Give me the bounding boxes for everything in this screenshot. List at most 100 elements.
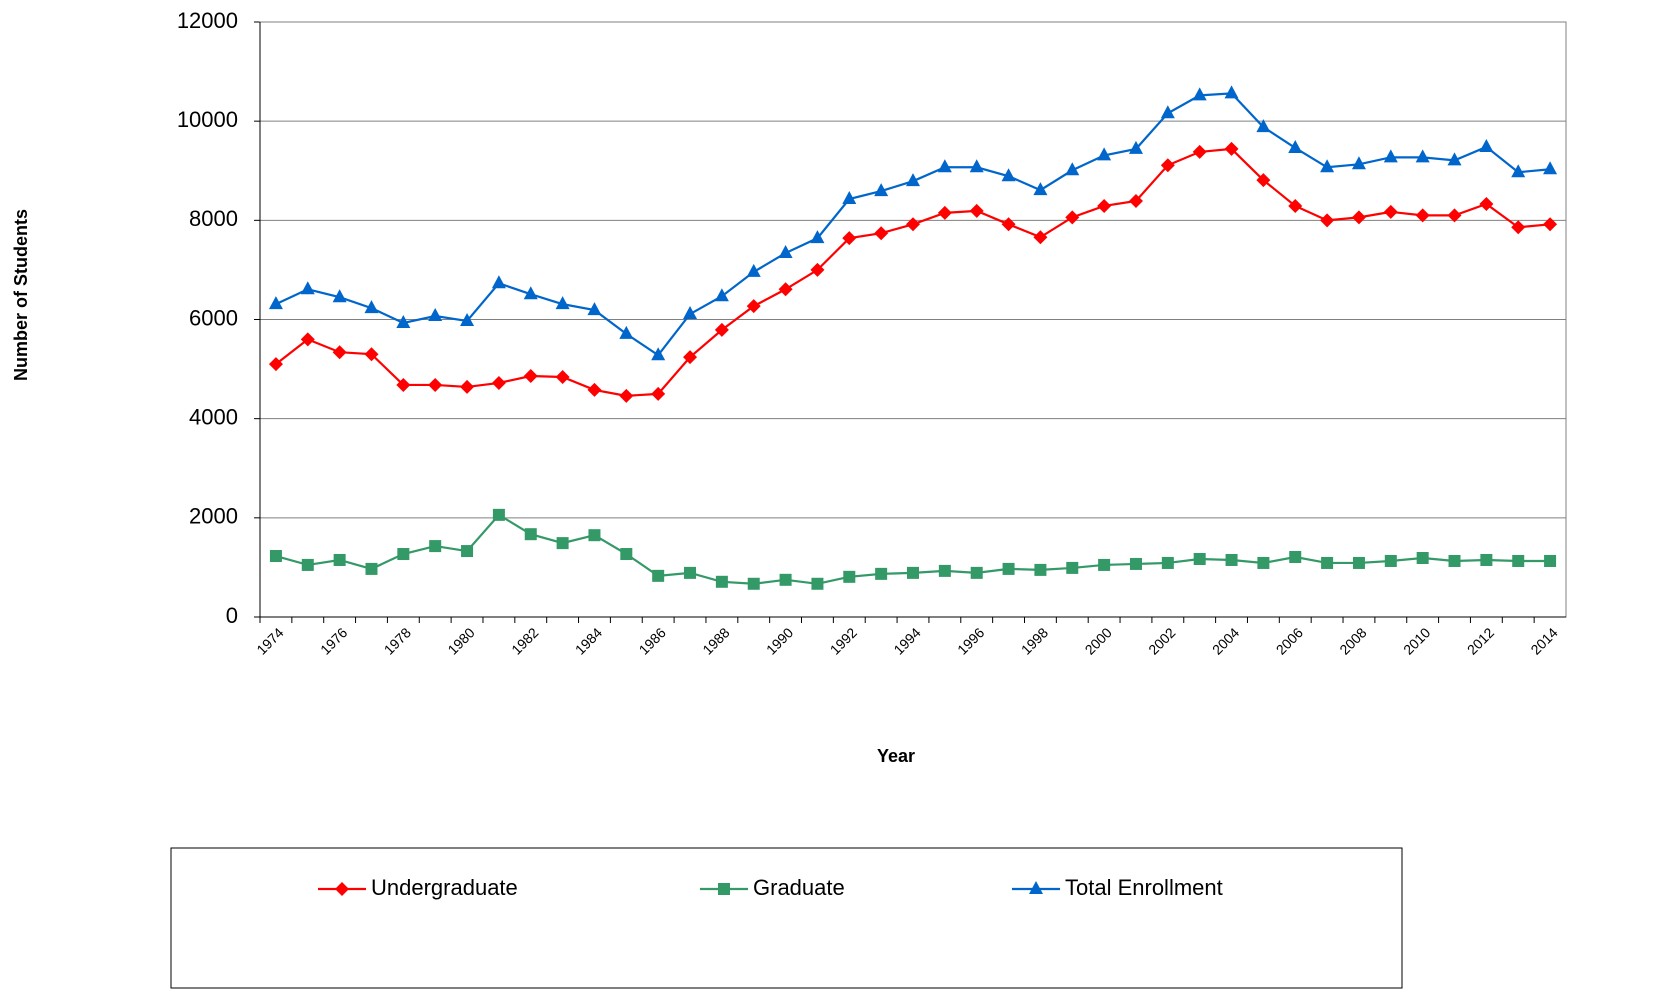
data-point — [332, 289, 347, 303]
data-point — [1415, 149, 1430, 163]
data-point — [651, 386, 666, 401]
data-point — [842, 191, 857, 205]
data-point — [907, 566, 919, 579]
data-point — [746, 263, 761, 277]
data-point — [1065, 162, 1080, 176]
x-tick-label: 1984 — [572, 624, 605, 657]
data-point — [556, 537, 569, 550]
data-point — [428, 377, 443, 392]
data-point — [683, 306, 698, 320]
data-point — [555, 370, 570, 385]
data-point — [461, 545, 474, 558]
x-tick-label: 1996 — [954, 624, 987, 657]
x-tick-label: 1998 — [1018, 624, 1051, 657]
data-point — [1001, 168, 1016, 182]
data-point — [714, 322, 729, 337]
data-point — [619, 388, 634, 403]
data-point — [365, 562, 378, 575]
data-point — [587, 382, 602, 397]
data-point — [1001, 217, 1016, 232]
data-point — [397, 548, 410, 561]
y-tick-label: 0 — [226, 603, 238, 628]
legend-label: Undergraduate — [371, 875, 518, 900]
data-point — [1065, 210, 1080, 225]
x-tick-label: 2000 — [1082, 624, 1115, 657]
data-point — [1129, 557, 1142, 570]
data-point — [1351, 156, 1366, 170]
y-tick-label: 6000 — [189, 305, 238, 330]
data-point — [429, 540, 442, 553]
x-tick-label: 2012 — [1464, 624, 1497, 657]
data-point — [396, 377, 411, 392]
data-point — [1002, 562, 1015, 575]
data-point — [460, 312, 475, 326]
data-point — [778, 282, 793, 297]
data-point — [1447, 152, 1462, 166]
x-tick-label: 1978 — [381, 624, 414, 657]
y-tick-label: 12000 — [177, 8, 238, 33]
data-point — [1352, 556, 1365, 569]
data-point — [937, 205, 952, 220]
legend-box — [170, 847, 1403, 989]
data-point — [396, 314, 411, 328]
data-point — [875, 567, 888, 580]
data-point — [906, 173, 920, 187]
y-axis-label: Number of Students — [11, 209, 31, 381]
x-axis-label: Year — [877, 746, 915, 766]
data-point — [969, 159, 984, 173]
data-point — [1288, 139, 1303, 153]
legend-label: Total Enrollment — [1065, 875, 1223, 900]
data-point — [651, 347, 666, 361]
data-point — [1224, 85, 1239, 99]
x-tick-label: 1994 — [890, 624, 923, 657]
x-tick-label: 2008 — [1336, 624, 1369, 657]
data-point — [683, 350, 698, 365]
data-point — [1225, 553, 1238, 566]
data-point — [269, 550, 282, 563]
data-point — [364, 300, 379, 314]
legend-marker — [718, 883, 730, 895]
data-point — [1448, 554, 1461, 567]
x-tick-label: 1988 — [699, 624, 732, 657]
data-point — [1351, 210, 1366, 225]
data-point — [1320, 159, 1335, 173]
data-point — [332, 345, 347, 360]
data-point — [1289, 551, 1302, 564]
data-point — [588, 529, 601, 542]
x-tick-label: 1990 — [763, 624, 796, 657]
data-point — [587, 302, 602, 316]
data-point — [1383, 149, 1398, 163]
data-point — [1511, 220, 1526, 235]
x-tick-label: 2004 — [1209, 624, 1242, 657]
y-tick-label: 10000 — [177, 107, 238, 132]
data-point — [1033, 230, 1048, 245]
x-tick-label: 1992 — [827, 624, 860, 657]
data-point — [1383, 204, 1398, 219]
x-tick-label: 1980 — [444, 624, 477, 657]
data-point — [810, 230, 825, 244]
data-point — [428, 308, 443, 322]
data-point — [1256, 119, 1271, 133]
data-point — [300, 281, 315, 295]
data-point — [1479, 138, 1494, 152]
data-point — [268, 357, 283, 372]
data-point — [268, 296, 283, 310]
data-point — [1160, 158, 1175, 173]
legend-marker — [1029, 881, 1043, 894]
data-point — [1447, 208, 1462, 223]
data-point — [1161, 556, 1174, 569]
data-point — [811, 577, 824, 590]
data-point — [1128, 140, 1143, 154]
data-point — [460, 379, 475, 394]
data-point — [810, 262, 825, 277]
data-point — [1480, 553, 1493, 566]
data-point — [492, 508, 505, 521]
data-point — [620, 548, 633, 561]
y-tick-label: 8000 — [189, 206, 238, 231]
data-point — [1416, 551, 1429, 564]
data-point — [874, 183, 889, 197]
legend-label: Graduate — [753, 875, 845, 900]
x-tick-label: 1976 — [317, 624, 350, 657]
data-point — [364, 347, 379, 362]
